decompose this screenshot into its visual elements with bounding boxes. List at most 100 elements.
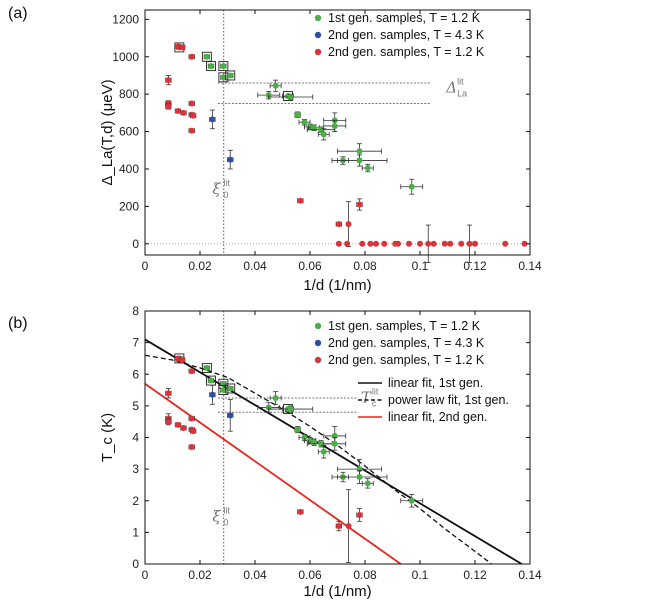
y-tick-label: 400 xyxy=(119,162,139,176)
marker xyxy=(356,474,363,481)
marker xyxy=(165,103,172,110)
x-axis-label-a: 1/d (1/nm) xyxy=(303,277,371,294)
data-point-s2-0 xyxy=(165,75,172,86)
marker xyxy=(220,74,227,81)
data-point-s0-21 xyxy=(361,478,374,489)
marker xyxy=(331,440,338,447)
marker xyxy=(272,394,279,401)
y-tick-label: 2 xyxy=(132,494,139,508)
marker xyxy=(318,126,324,133)
fit-lines-b xyxy=(144,338,523,565)
x-tick-label: 0.12 xyxy=(463,568,487,582)
marker xyxy=(165,418,172,425)
data-point-s2-7 xyxy=(188,368,195,375)
marker xyxy=(175,421,181,428)
marker xyxy=(220,63,227,70)
legend-label: 1st gen. samples, T = 1.2 K xyxy=(328,319,481,333)
y-tick-label: 800 xyxy=(119,87,139,101)
marker xyxy=(318,440,324,447)
marker xyxy=(188,443,195,450)
data-point-s2-17 xyxy=(344,240,351,247)
marker xyxy=(417,240,423,247)
y-tick-label: 1 xyxy=(132,525,139,539)
x-tick-label: 0.06 xyxy=(298,259,322,273)
y-tick-label: 5 xyxy=(132,399,139,413)
marker xyxy=(406,240,412,247)
marker xyxy=(209,116,216,123)
x-tick-label: 0.04 xyxy=(243,568,267,582)
x-tick-label: 0.14 xyxy=(518,568,542,582)
legend-label: 2nd gen. samples, T = 4.3 K xyxy=(328,336,485,350)
marker xyxy=(430,240,437,247)
marker xyxy=(356,201,363,208)
annotation-sup-0: lit xyxy=(457,76,464,86)
marker xyxy=(190,428,197,435)
data-point-s1-1 xyxy=(227,149,234,170)
y-tick-label: 0 xyxy=(132,237,139,251)
data-point-s2-0 xyxy=(165,388,172,399)
legend-marker xyxy=(314,356,322,364)
annotation-0: T xyxy=(361,389,372,407)
marker xyxy=(364,165,371,172)
marker xyxy=(373,240,379,247)
data-point-s0-15 xyxy=(317,128,330,141)
marker xyxy=(190,112,197,119)
marker xyxy=(408,497,415,504)
marker xyxy=(297,508,304,515)
annotation-1: ξ xyxy=(212,507,221,525)
data-point-s2-13 xyxy=(335,221,343,228)
x-tick-label: 0 xyxy=(142,568,149,582)
x-tick-label: 0.02 xyxy=(188,568,212,582)
marker xyxy=(331,122,338,129)
marker xyxy=(447,240,454,247)
data-point-s2-30 xyxy=(458,240,465,247)
data-point-s0-21 xyxy=(361,163,374,173)
data-point-s0-22 xyxy=(400,494,424,508)
legend-label: 2nd gen. samples, T = 1.2 K xyxy=(328,353,485,367)
data-point-s0-10 xyxy=(294,111,301,118)
marker xyxy=(188,415,195,422)
legend-label: 1st gen. samples, T = 1.2 K xyxy=(328,11,481,25)
fit-line-2 xyxy=(144,383,402,565)
data-point-s2-27 xyxy=(430,240,437,247)
marker xyxy=(179,357,186,364)
data-point-s2-15 xyxy=(356,508,363,522)
marker xyxy=(335,240,342,247)
marker xyxy=(320,131,327,138)
marker xyxy=(441,240,448,247)
x-tick-label: 0.08 xyxy=(353,259,377,273)
data-point-s2-28 xyxy=(441,240,448,247)
marker xyxy=(458,240,465,247)
marker-box xyxy=(218,61,229,72)
x-tick-label: 0 xyxy=(142,259,149,273)
data-point-s2-31 xyxy=(466,224,473,263)
data-point-s2-15 xyxy=(356,198,363,211)
data-point-s0-5 xyxy=(225,383,236,394)
marker xyxy=(345,523,352,530)
data-points-a xyxy=(165,42,528,263)
y-tick-label: 7 xyxy=(132,336,139,350)
y-tick-label: 600 xyxy=(119,125,139,139)
y-tick-label: 3 xyxy=(132,462,139,476)
y-tick-label: 6 xyxy=(132,367,139,381)
y-tick-label: 8 xyxy=(132,304,139,318)
marker xyxy=(227,412,234,419)
plot-frame-a xyxy=(144,9,531,256)
data-point-s2-8 xyxy=(188,100,195,107)
data-point-s2-11 xyxy=(188,443,195,450)
data-point-s2-14 xyxy=(345,489,352,563)
axis-ticks-b: 0 0.02 0.04 0.06 0.08 0.1 0.12 0.14 0 1 2 3 4 5 6 7 8 xyxy=(132,304,542,582)
panel-b: (b) 0 0.02 0.04 0.06 0.08 0.1 0.12 0.14 0 1 2 3 4 5 6 7… xyxy=(8,304,542,600)
marker xyxy=(180,109,187,116)
data-point-s2-34 xyxy=(521,240,528,247)
marker xyxy=(165,390,172,397)
data-point-s0-5 xyxy=(225,70,236,81)
data-point-s0-10 xyxy=(294,426,301,434)
data-point-s2-13 xyxy=(335,520,343,532)
data-point-s2-7 xyxy=(188,53,195,60)
fit-line-1 xyxy=(144,354,492,565)
legend-marker xyxy=(314,31,322,39)
